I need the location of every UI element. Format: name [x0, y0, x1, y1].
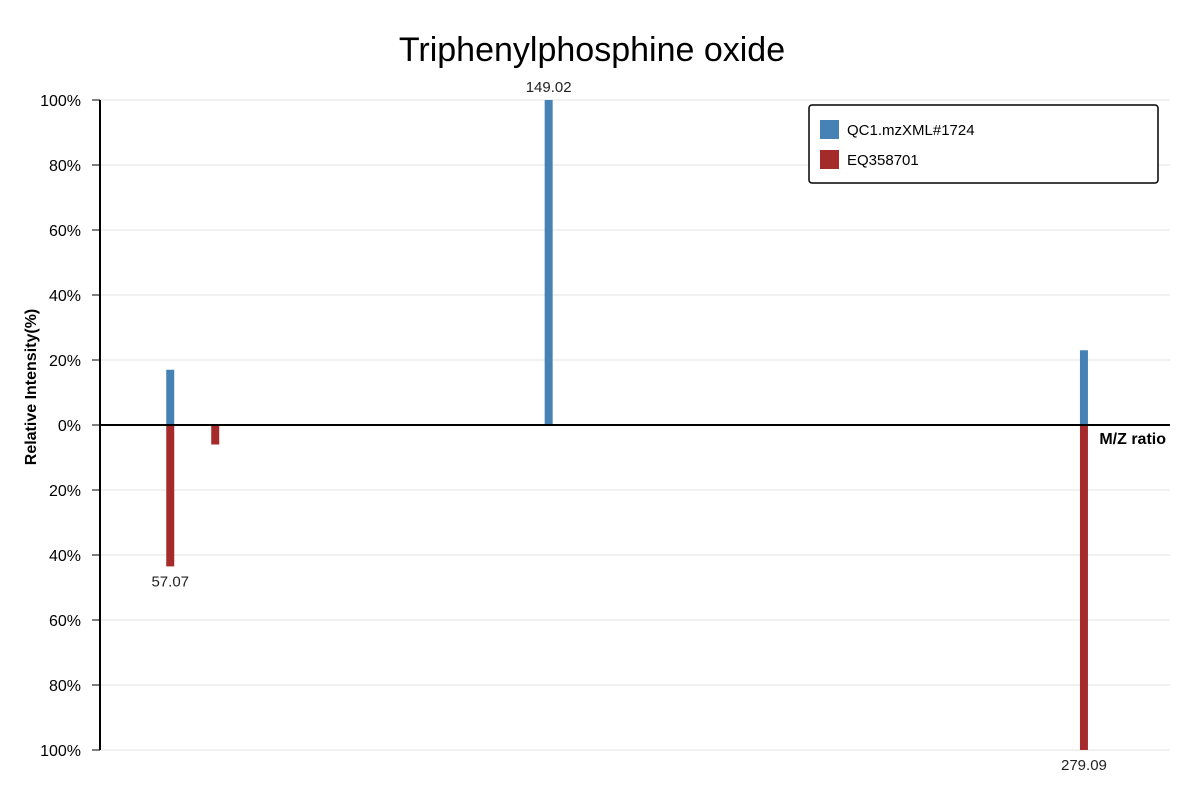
peak-bar [166, 369, 175, 425]
y-tick-label: 20% [49, 483, 81, 500]
legend-box [808, 104, 1159, 184]
y-tick-label: 60% [49, 223, 81, 240]
y-tick-label: 60% [49, 613, 81, 630]
peak-bar [211, 425, 220, 445]
axes [99, 100, 1170, 750]
peak-labels: 149.02 57.07 279.09 [151, 79, 1106, 774]
y-tick-label: 20% [49, 353, 81, 370]
peak-bar [1079, 425, 1088, 750]
grid-lines [100, 99, 1170, 751]
y-axis-label: Relative Intensity(%) [23, 309, 40, 465]
legend: QC1.mzXML#1724 EQ358701 [808, 104, 1159, 184]
legend-label-qc1: QC1.mzXML#1724 [847, 122, 975, 139]
legend-swatch-eq358701 [820, 150, 839, 169]
peak-bar [544, 100, 553, 425]
y-tick-label: 80% [49, 678, 81, 695]
y-tick-label: 100% [40, 93, 81, 110]
peak-bar [166, 425, 175, 567]
y-tick-label: 0% [58, 418, 81, 435]
legend-label-eq358701: EQ358701 [847, 152, 919, 169]
peak-bars [166, 100, 1088, 750]
y-tick-label: 40% [49, 288, 81, 305]
y-tick-label: 40% [49, 548, 81, 565]
chart-title: Triphenylphosphine oxide [399, 31, 785, 69]
peak-label: 149.02 [526, 79, 572, 96]
legend-swatch-qc1 [820, 120, 839, 139]
peak-bar [1079, 350, 1088, 425]
y-tick-label: 100% [40, 743, 81, 760]
peak-label: 57.07 [151, 573, 189, 590]
peak-label: 279.09 [1061, 757, 1107, 774]
x-axis-label: M/Z ratio [1099, 431, 1166, 448]
y-ticks: 100% 80% 60% 40% 20% 0% 20% 40% 60% 80% 100% [40, 93, 100, 760]
y-tick-label: 80% [49, 158, 81, 175]
